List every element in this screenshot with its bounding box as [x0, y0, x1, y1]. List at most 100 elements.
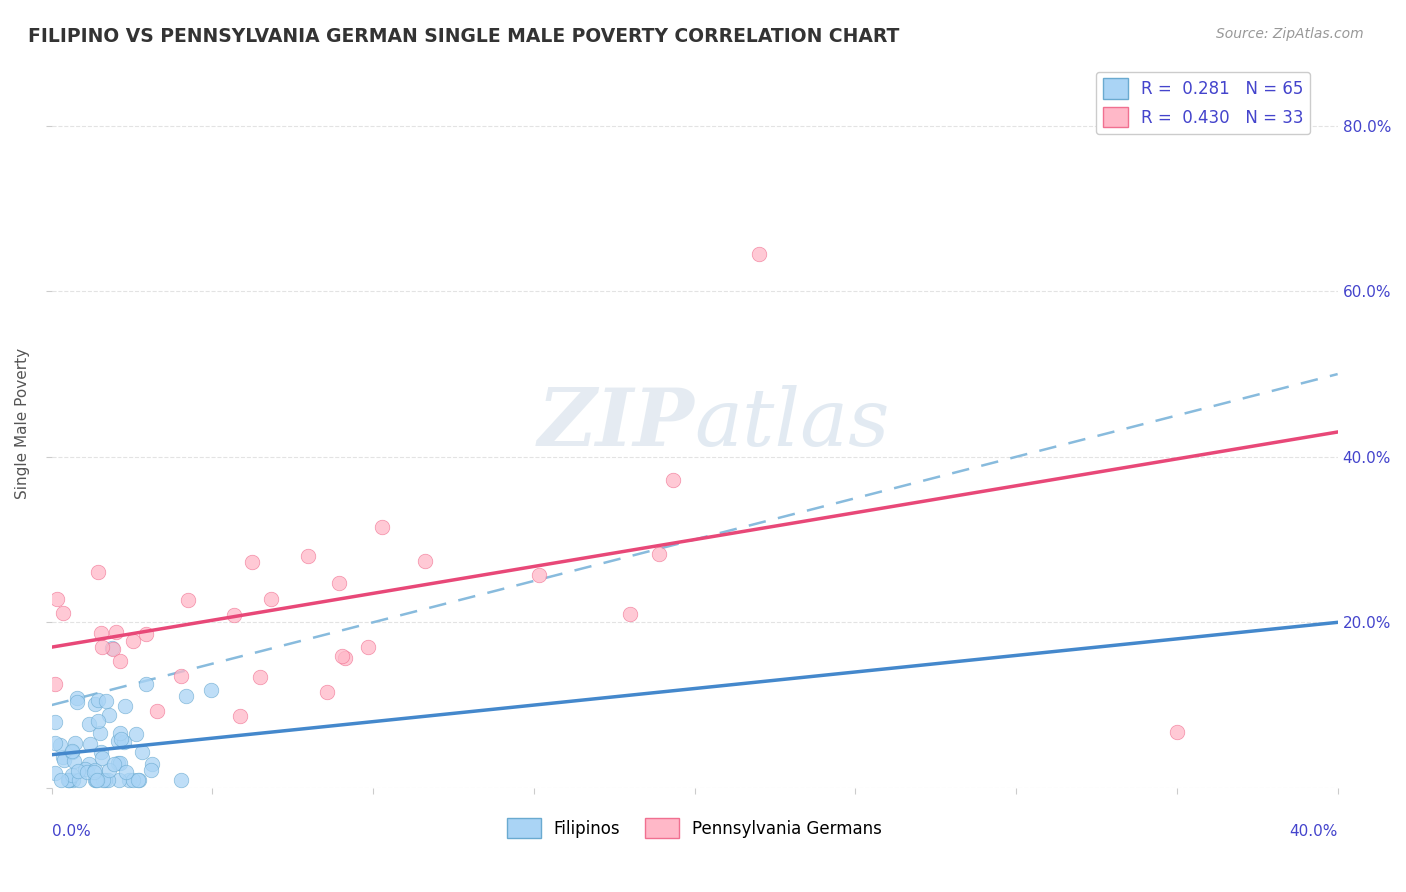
- Point: [146, 704, 169, 718]
- Point: [135, 627, 157, 641]
- Point: [94, 694, 117, 708]
- Point: [84, 772, 107, 787]
- Point: [73, 762, 96, 776]
- Point: [141, 757, 163, 772]
- Point: [108, 756, 131, 771]
- Point: [370, 520, 392, 534]
- Point: [200, 682, 222, 697]
- Point: [60, 768, 83, 782]
- Point: [91, 772, 114, 787]
- Point: [141, 764, 163, 778]
- Point: [115, 765, 138, 780]
- Point: [619, 607, 641, 621]
- Point: [49, 739, 72, 753]
- Point: [107, 756, 129, 771]
- Text: ZIP: ZIP: [537, 385, 695, 462]
- Point: [44, 735, 66, 749]
- Point: [249, 670, 271, 684]
- Point: [44, 715, 66, 730]
- Point: [66, 695, 89, 709]
- Point: [748, 247, 770, 261]
- Point: [170, 669, 193, 683]
- Point: [128, 772, 150, 787]
- Point: [51, 750, 73, 764]
- Point: [114, 735, 136, 749]
- Point: [91, 640, 114, 654]
- Point: [131, 745, 153, 759]
- Point: [98, 707, 121, 722]
- Point: [83, 765, 105, 780]
- Point: [44, 677, 66, 691]
- Point: [110, 725, 132, 739]
- Point: [335, 650, 357, 665]
- Point: [222, 608, 245, 623]
- Point: [135, 677, 157, 691]
- Point: [108, 772, 131, 787]
- Point: [66, 690, 89, 705]
- Point: [662, 473, 685, 487]
- Point: [87, 692, 110, 706]
- Text: FILIPINO VS PENNSYLVANIA GERMAN SINGLE MALE POVERTY CORRELATION CHART: FILIPINO VS PENNSYLVANIA GERMAN SINGLE M…: [28, 27, 900, 45]
- Text: 0.0%: 0.0%: [52, 824, 90, 839]
- Point: [103, 757, 125, 772]
- Point: [97, 772, 120, 787]
- Point: [87, 566, 110, 580]
- Point: [84, 697, 107, 711]
- Point: [77, 717, 100, 731]
- Point: [62, 754, 84, 768]
- Point: [108, 654, 131, 668]
- Point: [121, 634, 143, 648]
- Point: [170, 772, 193, 787]
- Point: [174, 689, 197, 703]
- Point: [328, 576, 350, 591]
- Point: [63, 736, 86, 750]
- Point: [297, 549, 319, 564]
- Point: [66, 764, 89, 778]
- Point: [122, 772, 145, 787]
- Point: [127, 772, 149, 787]
- Point: [97, 763, 120, 777]
- Point: [84, 772, 107, 787]
- Point: [77, 757, 100, 772]
- Y-axis label: Single Male Poverty: Single Male Poverty: [15, 348, 30, 500]
- Point: [118, 772, 141, 787]
- Point: [103, 642, 125, 657]
- Point: [58, 772, 80, 787]
- Point: [415, 554, 437, 568]
- Point: [52, 606, 75, 620]
- Point: [51, 772, 73, 787]
- Text: 40.0%: 40.0%: [1289, 824, 1337, 839]
- Text: Source: ZipAtlas.com: Source: ZipAtlas.com: [1216, 27, 1364, 41]
- Point: [125, 727, 148, 741]
- Point: [114, 699, 136, 714]
- Point: [90, 745, 112, 759]
- Point: [79, 737, 101, 751]
- Point: [110, 732, 132, 747]
- Point: [647, 548, 669, 562]
- Point: [1166, 724, 1188, 739]
- Point: [60, 745, 83, 759]
- Point: [86, 772, 108, 787]
- Point: [53, 753, 76, 767]
- Point: [90, 750, 112, 764]
- Point: [240, 555, 263, 569]
- Point: [60, 744, 83, 758]
- Point: [62, 772, 84, 787]
- Point: [229, 708, 252, 723]
- Point: [89, 726, 111, 740]
- Point: [260, 592, 283, 607]
- Point: [107, 733, 129, 747]
- Point: [67, 772, 90, 787]
- Point: [84, 763, 107, 777]
- Point: [357, 640, 380, 655]
- Point: [177, 592, 200, 607]
- Point: [101, 640, 124, 655]
- Point: [94, 772, 117, 787]
- Text: atlas: atlas: [695, 385, 890, 462]
- Point: [90, 625, 112, 640]
- Point: [330, 648, 353, 663]
- Point: [76, 764, 98, 779]
- Point: [316, 685, 339, 699]
- Point: [45, 592, 67, 607]
- Legend: Filipinos, Pennsylvania Germans: Filipinos, Pennsylvania Germans: [501, 812, 889, 845]
